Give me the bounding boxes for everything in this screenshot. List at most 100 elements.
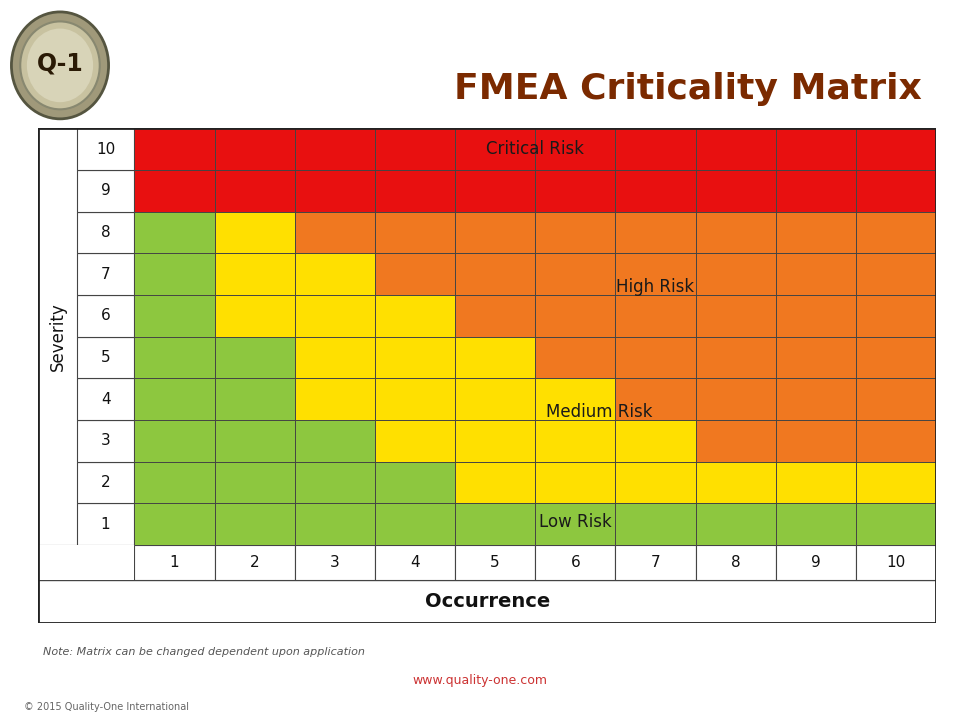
Bar bbox=[455, 253, 536, 295]
Bar bbox=[134, 378, 215, 420]
Bar bbox=[215, 378, 295, 420]
Bar bbox=[856, 378, 936, 420]
Bar bbox=[696, 337, 776, 378]
Bar bbox=[134, 545, 215, 580]
Bar bbox=[295, 253, 375, 295]
Text: 5: 5 bbox=[101, 350, 110, 365]
Bar bbox=[536, 545, 615, 580]
Bar bbox=[615, 253, 695, 295]
Bar bbox=[856, 212, 936, 253]
Bar bbox=[536, 337, 615, 378]
Bar bbox=[295, 128, 375, 170]
Bar bbox=[856, 337, 936, 378]
Bar bbox=[374, 295, 455, 337]
Bar bbox=[536, 378, 615, 420]
Bar bbox=[215, 128, 295, 170]
Bar bbox=[134, 420, 215, 462]
Bar bbox=[696, 503, 776, 545]
Text: 3: 3 bbox=[330, 555, 340, 570]
Bar bbox=[776, 545, 856, 580]
Bar bbox=[536, 420, 615, 462]
Bar bbox=[776, 212, 856, 253]
Bar bbox=[615, 545, 695, 580]
Bar bbox=[295, 378, 375, 420]
Bar bbox=[536, 253, 615, 295]
Bar bbox=[776, 462, 856, 503]
Text: 2: 2 bbox=[101, 475, 110, 490]
Text: Low Risk: Low Risk bbox=[539, 513, 612, 531]
Bar bbox=[134, 503, 215, 545]
Text: Critical Risk: Critical Risk bbox=[486, 140, 585, 158]
Bar bbox=[455, 295, 536, 337]
Bar bbox=[295, 295, 375, 337]
Bar bbox=[776, 253, 856, 295]
Bar bbox=[77, 295, 134, 337]
Text: 6: 6 bbox=[101, 308, 110, 323]
Bar bbox=[696, 253, 776, 295]
Text: 5: 5 bbox=[491, 555, 500, 570]
Bar bbox=[374, 128, 455, 170]
Bar bbox=[856, 420, 936, 462]
Bar bbox=[856, 253, 936, 295]
Bar bbox=[77, 462, 134, 503]
Bar bbox=[696, 378, 776, 420]
Bar bbox=[215, 545, 295, 580]
Bar bbox=[455, 128, 536, 170]
Bar bbox=[134, 128, 215, 170]
Bar bbox=[215, 212, 295, 253]
Text: 4: 4 bbox=[410, 555, 420, 570]
Bar bbox=[374, 253, 455, 295]
Bar bbox=[856, 295, 936, 337]
Bar bbox=[134, 253, 215, 295]
Bar bbox=[374, 170, 455, 212]
Bar bbox=[696, 170, 776, 212]
Bar bbox=[77, 378, 134, 420]
Bar bbox=[295, 212, 375, 253]
Text: 1: 1 bbox=[170, 555, 180, 570]
Text: 7: 7 bbox=[101, 266, 110, 282]
Bar bbox=[295, 170, 375, 212]
Bar bbox=[374, 545, 455, 580]
Bar bbox=[615, 170, 695, 212]
Text: 6: 6 bbox=[570, 555, 580, 570]
Bar bbox=[374, 337, 455, 378]
Bar bbox=[615, 462, 695, 503]
Bar bbox=[374, 420, 455, 462]
Text: Q-1: Q-1 bbox=[36, 51, 84, 75]
Bar bbox=[696, 295, 776, 337]
Bar bbox=[295, 503, 375, 545]
Text: 7: 7 bbox=[651, 555, 660, 570]
Bar bbox=[455, 170, 536, 212]
Ellipse shape bbox=[12, 12, 108, 119]
Text: 10: 10 bbox=[886, 555, 905, 570]
Bar bbox=[696, 420, 776, 462]
Bar bbox=[215, 170, 295, 212]
Text: 2: 2 bbox=[250, 555, 259, 570]
Bar bbox=[295, 462, 375, 503]
Bar bbox=[696, 128, 776, 170]
Bar bbox=[215, 337, 295, 378]
Bar bbox=[455, 212, 536, 253]
Bar bbox=[134, 337, 215, 378]
Bar bbox=[455, 337, 536, 378]
Bar bbox=[615, 212, 695, 253]
Bar bbox=[77, 503, 134, 545]
Bar bbox=[77, 337, 134, 378]
Bar bbox=[374, 503, 455, 545]
Bar bbox=[215, 420, 295, 462]
Bar bbox=[776, 503, 856, 545]
Bar bbox=[536, 295, 615, 337]
Text: FMEA Criticality Matrix: FMEA Criticality Matrix bbox=[454, 72, 922, 106]
Bar bbox=[696, 545, 776, 580]
Text: 8: 8 bbox=[101, 225, 110, 240]
Text: Severity: Severity bbox=[49, 302, 66, 371]
Bar bbox=[77, 253, 134, 295]
Bar bbox=[856, 545, 936, 580]
Bar bbox=[696, 462, 776, 503]
Bar bbox=[374, 378, 455, 420]
Bar bbox=[215, 253, 295, 295]
Bar bbox=[134, 462, 215, 503]
Bar bbox=[615, 295, 695, 337]
Bar bbox=[776, 378, 856, 420]
Bar bbox=[455, 462, 536, 503]
